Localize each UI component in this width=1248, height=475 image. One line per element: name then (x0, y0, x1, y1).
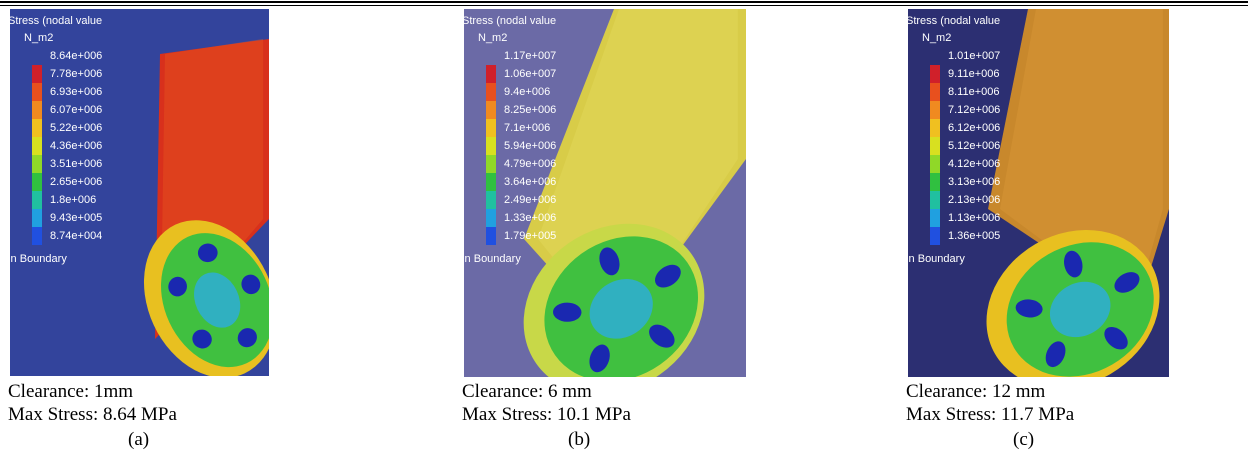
legend-unit: N_m2 (24, 32, 53, 44)
legend-value: 6.93e+006 (50, 86, 102, 98)
page: (() => { const data = JSON.parse(documen… (0, 0, 1248, 475)
caption-line: Clearance: 6 mm (462, 381, 592, 403)
legend-unit: N_m2 (922, 32, 951, 44)
legend-title: Stress (nodal value (464, 15, 556, 27)
panel-label: (b) (568, 429, 590, 451)
caption-line: Max Stress: 11.7 MPa (906, 404, 1074, 426)
legend-value: 9.11e+006 (948, 68, 1000, 80)
legend-swatch (32, 155, 42, 173)
legend-swatch (486, 155, 496, 173)
legend-value: 5.22e+006 (50, 122, 102, 134)
legend-swatch (930, 65, 940, 83)
legend-value: 2.13e+006 (948, 194, 1000, 206)
legend-value: 8.64e+006 (50, 50, 102, 62)
legend-value: 6.12e+006 (948, 122, 1000, 134)
legend-value: 3.51e+006 (50, 158, 102, 170)
legend-value: 5.94e+006 (504, 140, 556, 152)
legend-value: 5.12e+006 (948, 140, 1000, 152)
legend-unit: N_m2 (478, 32, 507, 44)
legend-value: 1.06e+007 (504, 68, 556, 80)
caption-line: Clearance: 1mm (8, 381, 133, 403)
legend-value: 9.4e+006 (504, 86, 550, 98)
legend-value: 1.79e+005 (504, 230, 556, 242)
legend-value: 3.13e+006 (948, 176, 1000, 188)
legend-value: 1.36e+005 (948, 230, 1000, 242)
legend-value: 6.07e+006 (50, 104, 102, 116)
legend-value: 1.01e+007 (948, 50, 1000, 62)
legend-value: 4.12e+006 (948, 158, 1000, 170)
legend-swatch (486, 173, 496, 191)
legend-value: 7.78e+006 (50, 68, 102, 80)
legend-footer: On Boundary (464, 253, 521, 265)
legend-value: 9.43e+005 (50, 212, 102, 224)
legend-swatch (486, 65, 496, 83)
legend-swatch (32, 83, 42, 101)
legend-value: 2.49e+006 (504, 194, 556, 206)
legend-swatch (930, 191, 940, 209)
stress-plot: Stress (nodal value N_m2 1.01e+007 9.11e+00… (908, 9, 1169, 377)
stress-plot: Stress (nodal value N_m2 1.17e+007 1.06e+00… (464, 9, 746, 377)
legend-swatch (32, 209, 42, 227)
legend-swatch (486, 191, 496, 209)
legend-value: 1.13e+006 (948, 212, 1000, 224)
legend-footer: On Boundary (908, 253, 965, 265)
legend-swatch (32, 227, 42, 245)
legend-swatch (32, 173, 42, 191)
legend-value: 8.74e+004 (50, 230, 102, 242)
legend-swatch (930, 155, 940, 173)
legend-value: 3.64e+006 (504, 176, 556, 188)
legend-title: Stress (nodal value (908, 15, 1000, 27)
legend-value: 7.1e+006 (504, 122, 550, 134)
legend-value: 7.12e+006 (948, 104, 1000, 116)
legend-swatch (486, 209, 496, 227)
legend-swatch (486, 227, 496, 245)
legend-swatch (486, 137, 496, 155)
top-rule (0, 5, 1248, 6)
legend-swatch (930, 83, 940, 101)
legend-swatch (930, 227, 940, 245)
legend-swatch (930, 173, 940, 191)
legend-footer: On Boundary (10, 253, 67, 265)
legend-value: 1.8e+006 (50, 194, 96, 206)
legend-swatch (486, 119, 496, 137)
legend-value: 8.11e+006 (948, 86, 1000, 98)
legend-value: 8.25e+006 (504, 104, 556, 116)
legend-swatch (32, 65, 42, 83)
legend-swatch (32, 191, 42, 209)
legend-swatch (32, 101, 42, 119)
legend-value: 2.65e+006 (50, 176, 102, 188)
legend-swatch (930, 209, 940, 227)
caption-line: Max Stress: 10.1 MPa (462, 404, 631, 426)
legend-value: 1.33e+006 (504, 212, 556, 224)
caption-line: Clearance: 12 mm (906, 381, 1045, 403)
legend-value: 1.17e+007 (504, 50, 556, 62)
legend-swatch (930, 137, 940, 155)
legend-value: 4.36e+006 (50, 140, 102, 152)
panel-label: (a) (128, 429, 149, 451)
legend-swatch (930, 119, 940, 137)
legend-swatch (32, 137, 42, 155)
legend-title: Stress (nodal value (10, 15, 102, 27)
caption-line: Max Stress: 8.64 MPa (8, 404, 177, 426)
panel-label: (c) (1013, 429, 1034, 451)
top-rule (0, 1, 1248, 3)
stress-plot: Stress (nodal value N_m2 8.64e+006 7.78e+00… (10, 9, 269, 376)
legend-swatch (930, 101, 940, 119)
legend-value: 4.79e+006 (504, 158, 556, 170)
legend-swatch (486, 101, 496, 119)
legend-swatch (32, 119, 42, 137)
legend-swatch (486, 83, 496, 101)
